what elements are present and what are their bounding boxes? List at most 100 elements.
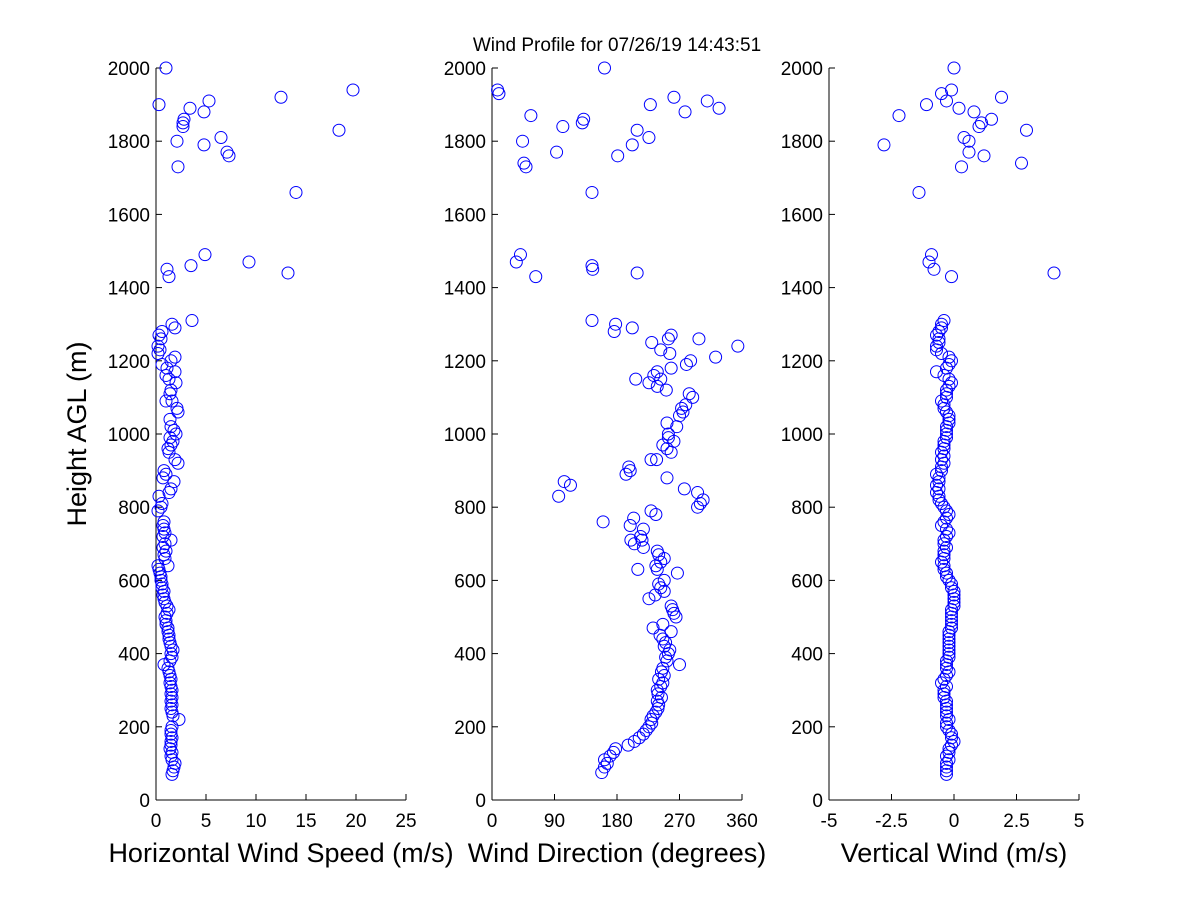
- data-point: [709, 350, 723, 364]
- data-point: [649, 705, 663, 719]
- data-point: [160, 262, 174, 276]
- y-tick-label: 600: [118, 571, 150, 592]
- data-point: [937, 683, 951, 697]
- data-point: [171, 456, 185, 470]
- data-point: [932, 493, 946, 507]
- data-point: [940, 529, 953, 543]
- x-tick-label: 25: [395, 811, 416, 832]
- data-point: [198, 248, 212, 262]
- x-axis-label: Wind Direction (degrees): [468, 838, 767, 868]
- y-tick-label: 1600: [108, 205, 150, 226]
- y-tick-label: 1000: [444, 425, 486, 446]
- data-point: [942, 643, 956, 657]
- data-point: [942, 357, 956, 371]
- y-tick-label: 1200: [444, 352, 486, 373]
- data-point: [952, 101, 966, 115]
- y-tick-label: 800: [118, 498, 150, 519]
- data-point: [940, 705, 953, 719]
- data-point: [932, 325, 946, 339]
- data-point: [927, 262, 941, 276]
- data-point: [151, 346, 165, 360]
- data-point: [171, 160, 185, 174]
- data-point: [644, 504, 658, 518]
- data-point: [517, 156, 531, 170]
- y-tick-label: 800: [454, 498, 486, 519]
- data-point: [937, 449, 951, 463]
- data-point: [940, 767, 953, 781]
- data-point: [627, 734, 641, 748]
- data-point: [609, 742, 623, 756]
- y-tick-label: 1200: [108, 352, 150, 373]
- data-point: [945, 376, 958, 390]
- data-point: [159, 544, 173, 558]
- data-point: [945, 621, 958, 635]
- data-point: [942, 639, 956, 653]
- y-tick-label: 1000: [108, 425, 150, 446]
- y-tick-label: 1400: [108, 279, 150, 300]
- x-tick-label: 20: [345, 811, 366, 832]
- data-point: [183, 101, 197, 115]
- data-point: [935, 555, 948, 569]
- data-point: [167, 475, 181, 489]
- data-point: [659, 650, 673, 664]
- data-point: [157, 548, 171, 562]
- data-point: [692, 332, 706, 346]
- data-point: [165, 317, 179, 331]
- data-point: [158, 610, 172, 624]
- data-point: [930, 365, 943, 379]
- data-point: [945, 731, 958, 745]
- data-point: [161, 625, 175, 639]
- data-point: [731, 339, 745, 353]
- data-point: [152, 98, 166, 112]
- y-tick-label: 1000: [781, 425, 823, 446]
- x-tick-label: 5: [1074, 811, 1085, 832]
- data-point: [656, 676, 670, 690]
- x-tick-label: 0: [949, 811, 960, 832]
- data-point: [940, 709, 953, 723]
- y-tick-label: 600: [454, 571, 486, 592]
- data-point: [940, 566, 953, 580]
- data-point: [700, 94, 714, 108]
- data-point: [649, 508, 663, 522]
- data-point: [942, 647, 956, 661]
- data-point: [937, 559, 951, 573]
- data-point: [661, 427, 675, 441]
- data-point: [577, 112, 591, 126]
- data-point: [197, 105, 211, 119]
- data-point: [281, 266, 295, 280]
- data-point: [935, 317, 948, 331]
- data-point: [937, 544, 951, 558]
- wind-direction-panel: 0 200 400 600 800 1000 1200 1400 1600 1800 2000 0 90…: [444, 59, 767, 868]
- data-point: [942, 753, 956, 767]
- data-point: [691, 486, 705, 500]
- data-point: [644, 712, 658, 726]
- data-point: [165, 394, 179, 408]
- data-point: [877, 138, 891, 152]
- data-point: [623, 519, 637, 532]
- y-axis-label: Height AGL (m): [62, 341, 92, 526]
- data-point: [912, 185, 926, 199]
- data-point: [631, 562, 645, 576]
- data-point: [557, 475, 571, 489]
- data-point: [151, 339, 165, 353]
- x-tick-label: 90: [544, 811, 565, 832]
- data-point: [164, 482, 178, 496]
- data-point: [161, 442, 175, 456]
- data-point: [646, 621, 660, 635]
- data-point: [947, 599, 961, 613]
- data-point: [156, 540, 170, 554]
- data-point: [957, 131, 971, 145]
- data-point: [168, 350, 182, 364]
- data-point: [519, 160, 533, 174]
- data-point: [937, 537, 951, 551]
- data-point: [945, 738, 958, 752]
- data-point: [611, 149, 625, 163]
- y-tick-label: 1400: [781, 279, 823, 300]
- figure-title: Wind Profile for 07/26/19 14:43:51: [473, 35, 761, 56]
- data-point: [675, 401, 689, 415]
- y-tick-label: 400: [454, 645, 486, 666]
- data-point: [940, 504, 953, 518]
- data-point: [892, 109, 906, 123]
- data-point: [197, 138, 211, 152]
